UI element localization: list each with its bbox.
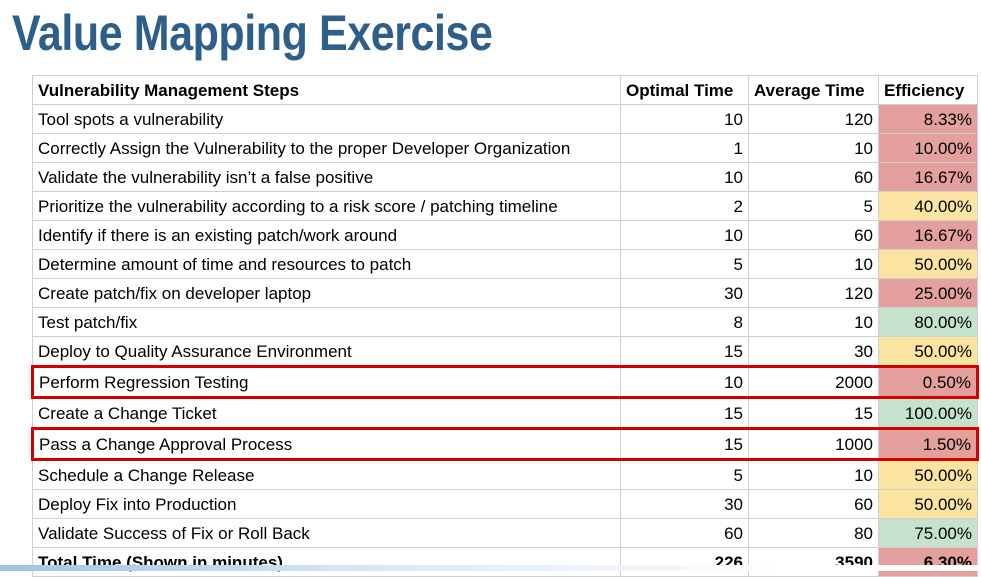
- table-row: Correctly Assign the Vulnerability to th…: [32, 133, 978, 163]
- table-row: Test patch/fix 8 10 80.00%: [32, 307, 978, 337]
- table-row-highlighted: Pass a Change Approval Process 15 1000 1.50…: [31, 427, 979, 461]
- optimal-time-cell: 30: [620, 278, 749, 308]
- efficiency-cell: 0.50%: [878, 365, 979, 399]
- step-cell: Deploy Fix into Production: [32, 489, 621, 519]
- efficiency-cell: 80.00%: [878, 307, 978, 337]
- average-time-cell: 5: [748, 191, 879, 221]
- step-cell: Pass a Change Approval Process: [31, 427, 621, 461]
- table-row: Deploy Fix into Production 30 60 50.00%: [32, 489, 978, 519]
- table-body: Vulnerability Management Steps Optimal T…: [31, 75, 979, 577]
- step-cell: Determine amount of time and resources t…: [32, 249, 621, 279]
- step-cell: Validate the vulnerability isn’t a false…: [32, 162, 621, 192]
- step-cell: Create patch/fix on developer laptop: [32, 278, 621, 308]
- optimal-time-cell: 8: [620, 307, 749, 337]
- table-row: Create patch/fix on developer laptop 30 12…: [32, 278, 978, 308]
- step-cell: Prioritize the vulnerability according t…: [32, 191, 621, 221]
- table-row: Determine amount of time and resources t…: [32, 249, 978, 279]
- optimal-time-cell: 5: [620, 249, 749, 279]
- average-time-cell: 10: [748, 459, 879, 490]
- efficiency-cell: 50.00%: [878, 336, 978, 367]
- average-time-cell: 120: [748, 104, 879, 134]
- optimal-time-cell: 15: [620, 427, 749, 461]
- efficiency-cell: 10.00%: [878, 133, 978, 163]
- average-time-cell: 60: [748, 220, 879, 250]
- total-optimal-time-cell: 226: [620, 547, 749, 577]
- table-row: Identify if there is an existing patch/w…: [32, 220, 978, 250]
- average-time-cell: 1000: [748, 427, 879, 461]
- efficiency-cell: 16.67%: [878, 220, 978, 250]
- table-row: Validate the vulnerability isn’t a false…: [32, 162, 978, 192]
- optimal-time-cell: 15: [620, 397, 749, 429]
- total-efficiency-cell: 6.30%: [878, 547, 978, 577]
- value-mapping-table: Vulnerability Management Steps Optimal T…: [31, 75, 979, 577]
- table-row: Deploy to Quality Assurance Environment 1…: [32, 336, 978, 367]
- step-cell: Perform Regression Testing: [31, 365, 621, 399]
- optimal-time-cell: 60: [620, 518, 749, 548]
- table-row-highlighted: Perform Regression Testing 10 2000 0.50%: [31, 365, 979, 399]
- total-label-cell: Total Time (Shown in minutes): [32, 547, 621, 577]
- total-row: Total Time (Shown in minutes) 226 3590 6.30…: [32, 547, 978, 577]
- step-cell: Correctly Assign the Vulnerability to th…: [32, 133, 621, 163]
- table-row: Prioritize the vulnerability according t…: [32, 191, 978, 221]
- column-header-average-time: Average Time: [748, 75, 879, 105]
- step-cell: Deploy to Quality Assurance Environment: [32, 336, 621, 367]
- table-row: Create a Change Ticket 15 15 100.00%: [32, 397, 978, 429]
- total-average-time-cell: 3590: [748, 547, 879, 577]
- column-header-optimal-time: Optimal Time: [620, 75, 749, 105]
- average-time-cell: 80: [748, 518, 879, 548]
- step-cell: Tool spots a vulnerability: [32, 104, 621, 134]
- table-row: Validate Success of Fix or Roll Back 60 80…: [32, 518, 978, 548]
- step-cell: Create a Change Ticket: [32, 397, 621, 429]
- efficiency-cell: 8.33%: [878, 104, 978, 134]
- table-header-row: Vulnerability Management Steps Optimal T…: [32, 75, 978, 105]
- optimal-time-cell: 10: [620, 104, 749, 134]
- average-time-cell: 120: [748, 278, 879, 308]
- efficiency-cell: 50.00%: [878, 489, 978, 519]
- efficiency-cell: 25.00%: [878, 278, 978, 308]
- efficiency-cell: 1.50%: [878, 427, 979, 461]
- column-header-efficiency: Efficiency: [878, 75, 978, 105]
- footer-accent-band: [0, 565, 981, 571]
- efficiency-cell: 50.00%: [878, 249, 978, 279]
- optimal-time-cell: 5: [620, 459, 749, 490]
- optimal-time-cell: 1: [620, 133, 749, 163]
- efficiency-cell: 75.00%: [878, 518, 978, 548]
- table-row: Schedule a Change Release 5 10 50.00%: [32, 459, 978, 490]
- efficiency-cell: 50.00%: [878, 459, 978, 490]
- optimal-time-cell: 15: [620, 336, 749, 367]
- column-header-steps: Vulnerability Management Steps: [32, 75, 621, 105]
- efficiency-cell: 16.67%: [878, 162, 978, 192]
- efficiency-cell: 40.00%: [878, 191, 978, 221]
- average-time-cell: 10: [748, 249, 879, 279]
- optimal-time-cell: 2: [620, 191, 749, 221]
- average-time-cell: 2000: [748, 365, 879, 399]
- efficiency-cell: 100.00%: [878, 397, 978, 429]
- optimal-time-cell: 30: [620, 489, 749, 519]
- average-time-cell: 15: [748, 397, 879, 429]
- step-cell: Identify if there is an existing patch/w…: [32, 220, 621, 250]
- average-time-cell: 60: [748, 162, 879, 192]
- step-cell: Validate Success of Fix or Roll Back: [32, 518, 621, 548]
- average-time-cell: 10: [748, 133, 879, 163]
- table-row: Tool spots a vulnerability 10 120 8.33%: [32, 104, 978, 134]
- optimal-time-cell: 10: [620, 220, 749, 250]
- average-time-cell: 60: [748, 489, 879, 519]
- average-time-cell: 10: [748, 307, 879, 337]
- step-cell: Schedule a Change Release: [32, 459, 621, 490]
- page-title: Value Mapping Exercise: [12, 5, 493, 61]
- step-cell: Test patch/fix: [32, 307, 621, 337]
- optimal-time-cell: 10: [620, 365, 749, 399]
- average-time-cell: 30: [748, 336, 879, 367]
- optimal-time-cell: 10: [620, 162, 749, 192]
